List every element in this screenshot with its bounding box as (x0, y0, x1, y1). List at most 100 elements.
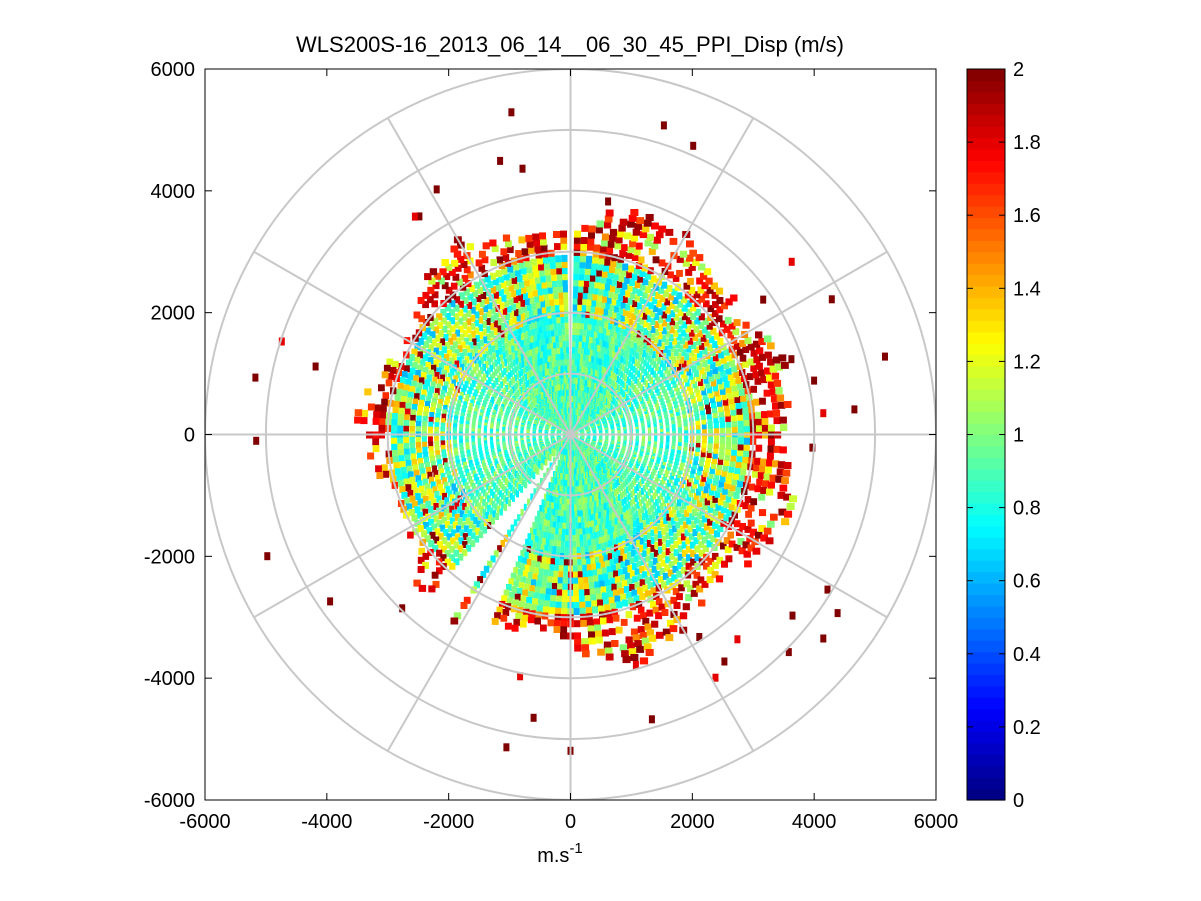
scan-cell (401, 371, 408, 379)
scan-cell (607, 527, 612, 535)
scan-cell (627, 642, 635, 650)
scan-cell (600, 561, 606, 569)
scan-cell (557, 365, 561, 373)
scan-cell (536, 257, 543, 265)
scan-cell (414, 393, 420, 401)
scan-cell (555, 528, 559, 535)
scan-cell (524, 298, 530, 306)
scan-cell (589, 348, 593, 356)
scan-cell (734, 396, 741, 403)
scan-cell (584, 378, 588, 386)
scan-cell (478, 331, 484, 339)
scan-cell (592, 318, 597, 326)
scan-cell (520, 550, 525, 558)
scan-cell (474, 319, 480, 327)
scan-cell (552, 576, 558, 584)
scan-cell (639, 325, 645, 333)
scan-cell (589, 501, 593, 509)
scan-cell (465, 427, 469, 435)
scan-cell (623, 512, 627, 520)
scan-cell (606, 508, 610, 516)
scan-cell (552, 477, 556, 485)
scan-cell (725, 420, 732, 428)
scan-cell (587, 342, 592, 350)
scan-cell (518, 307, 523, 315)
scan-cell (604, 647, 613, 655)
scan-cell (675, 388, 680, 396)
scan-cell (428, 322, 435, 330)
scan-cell (707, 386, 713, 394)
scan-cell (417, 498, 424, 506)
scan-cell (420, 394, 426, 402)
scan-cell (435, 450, 441, 458)
scan-cell (713, 421, 719, 429)
scan-cell (449, 308, 455, 316)
scan-cell (433, 392, 439, 400)
scan-cell (499, 508, 503, 516)
scan-cell (518, 582, 525, 590)
scan-cell (545, 382, 548, 390)
scan-cell (428, 476, 434, 484)
scan-cell (626, 352, 630, 360)
scan-cell (713, 332, 721, 340)
scan-cell (581, 304, 587, 312)
scan-cell (452, 435, 457, 443)
scan-cell (702, 291, 710, 299)
scan-cell (566, 498, 570, 506)
scan-cell (449, 300, 456, 308)
scan-cell (598, 605, 605, 613)
scan-cell (510, 338, 515, 346)
scan-cell (617, 522, 621, 530)
scan-cell (422, 446, 428, 454)
scan-cell (601, 503, 605, 511)
scan-cell (397, 419, 404, 427)
scan-cell (487, 367, 491, 375)
scan-cell (617, 230, 625, 238)
scan-cell (608, 485, 612, 493)
scan-cell (437, 403, 442, 411)
scan-cell (623, 343, 628, 351)
scan-cell (555, 366, 559, 373)
scan-cell (697, 532, 703, 540)
scan-cell (489, 315, 495, 323)
scan-cell (558, 297, 564, 305)
scan-cell (549, 255, 556, 263)
scan-cell (487, 358, 491, 366)
scan-cell (585, 527, 590, 535)
scan-cell (517, 334, 521, 342)
scan-cell (771, 372, 780, 380)
scan-cell (646, 233, 654, 241)
scan-cell (651, 620, 659, 628)
scan-cell (465, 310, 472, 318)
scan-cell (554, 243, 561, 251)
scan-cell (428, 493, 434, 501)
scan-cell (517, 514, 521, 522)
scan-cell (598, 288, 604, 296)
scan-cell (378, 424, 386, 432)
scan-cell (676, 529, 682, 537)
scan-cell (446, 392, 452, 399)
scan-cell (507, 372, 511, 380)
scan-cell (549, 462, 553, 470)
scan-cell (529, 585, 535, 593)
scan-cell (603, 221, 612, 229)
scan-cell (466, 377, 471, 385)
scan-cell (643, 359, 647, 367)
scan-cell (445, 286, 453, 294)
scan-cell (623, 496, 627, 504)
scan-cell (432, 282, 440, 290)
scan-cell (584, 546, 589, 554)
scan-cell (636, 323, 641, 330)
scan-cell (539, 269, 545, 277)
scan-cell (460, 416, 464, 424)
scan-cell (407, 531, 414, 539)
scan-cell (562, 285, 568, 293)
scan-cell (403, 478, 410, 486)
scan-cell (494, 342, 499, 350)
scan-cell (720, 356, 727, 364)
scan-cell (758, 369, 766, 377)
scan-cell (525, 380, 529, 388)
scan-cell (643, 219, 652, 227)
scan-cell (537, 555, 542, 563)
scan-cell (473, 345, 478, 353)
